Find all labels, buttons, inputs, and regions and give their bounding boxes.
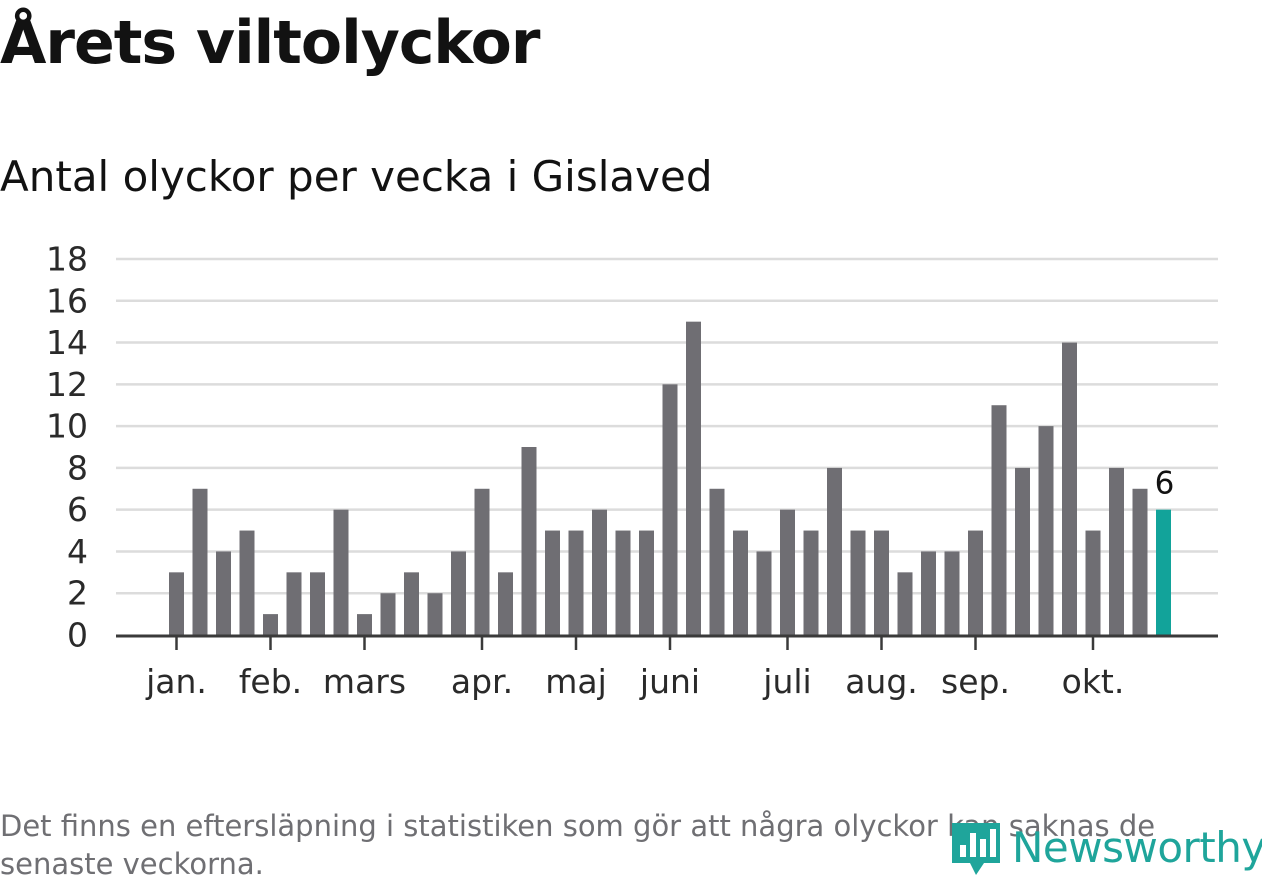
bar <box>686 321 701 635</box>
y-tick-label: 10 <box>46 407 88 446</box>
chart-title: Årets viltolyckor <box>0 8 540 78</box>
bar <box>615 530 631 635</box>
bar <box>991 405 1007 635</box>
y-tick-label: 8 <box>67 448 88 487</box>
bar <box>333 509 349 635</box>
bar <box>169 572 184 635</box>
bar <box>1109 467 1124 635</box>
x-tick-label: juni <box>639 662 700 701</box>
bar <box>756 551 772 635</box>
y-tick-label: 6 <box>67 490 88 529</box>
y-tick-label: 14 <box>46 323 88 362</box>
brand-name: Newsworthy <box>1012 822 1262 872</box>
y-tick-label: 0 <box>67 616 88 655</box>
bar <box>662 384 678 635</box>
x-tick-label: aug. <box>845 662 918 701</box>
bar <box>921 551 936 635</box>
bar <box>733 530 748 635</box>
bar <box>521 447 537 635</box>
bar <box>1085 530 1101 635</box>
bar <box>850 530 866 635</box>
bar <box>357 614 372 635</box>
bar <box>286 572 302 635</box>
bar <box>1038 426 1054 635</box>
bar <box>216 551 231 635</box>
bar <box>310 572 325 635</box>
bar <box>568 530 584 635</box>
bar <box>897 572 913 635</box>
x-tick-label: juli <box>762 662 811 701</box>
bar <box>944 551 960 635</box>
bar <box>380 593 396 635</box>
newsworthy-chart-logo-icon <box>952 823 1000 875</box>
bar <box>451 551 466 635</box>
bar <box>263 614 278 635</box>
chart-subtitle: Antal olyckor per vecka i Gislaved <box>0 152 713 201</box>
bar <box>803 530 819 635</box>
x-tick-label: apr. <box>451 662 513 701</box>
bar <box>192 488 208 635</box>
data-label: 6 <box>1155 466 1175 502</box>
x-tick-label: sep. <box>941 662 1010 701</box>
bar <box>968 530 983 635</box>
bar <box>1015 467 1030 635</box>
bar <box>474 488 490 635</box>
bar <box>239 530 255 635</box>
bar <box>427 593 443 635</box>
bar-highlight <box>1156 509 1171 635</box>
x-tick-label: okt. <box>1062 662 1125 701</box>
bar <box>639 530 654 635</box>
bar <box>404 572 419 635</box>
bar <box>592 509 607 635</box>
y-tick-label: 4 <box>67 532 88 571</box>
newsworthy-logo[interactable]: Newsworthy <box>950 817 1262 877</box>
x-tick-label: feb. <box>239 662 302 701</box>
bar <box>1062 342 1077 635</box>
y-tick-label: 12 <box>46 365 88 404</box>
bar <box>545 530 560 635</box>
y-tick-label: 2 <box>67 574 88 613</box>
y-tick-label: 16 <box>46 281 88 320</box>
bar <box>709 488 725 635</box>
x-tick-label: jan. <box>145 662 207 701</box>
bar <box>498 572 513 635</box>
bar <box>780 509 795 635</box>
bar <box>827 467 842 635</box>
y-tick-label: 18 <box>46 240 88 279</box>
bar <box>874 530 889 635</box>
x-tick-label: mars <box>323 662 406 701</box>
bar <box>1132 488 1148 635</box>
x-tick-label: maj <box>545 662 607 701</box>
